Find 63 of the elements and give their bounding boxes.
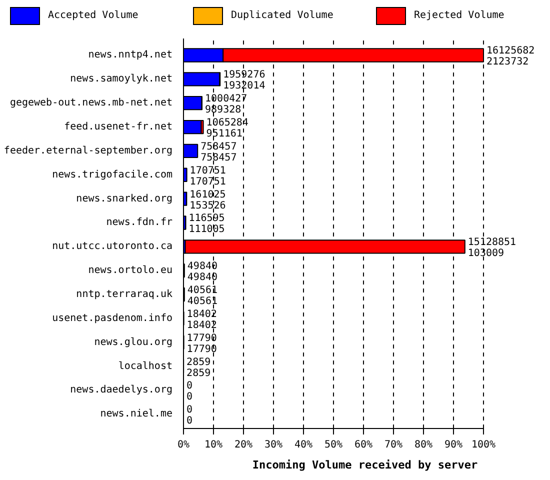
annotation: 17790 <box>186 332 217 344</box>
legend-label: Rejected Volume <box>414 8 504 23</box>
annotation: 989328 <box>205 104 242 116</box>
y-tick-label: news.niel.me <box>100 408 173 420</box>
y-tick-label: news.trigofacile.com <box>52 169 173 180</box>
legend-label: Duplicated Volume <box>231 8 334 23</box>
annotation: 0 <box>186 392 193 403</box>
x-axis-title: Incoming Volume received by server <box>252 458 478 472</box>
y-tick-label: usenet.pasdenom.info <box>52 312 173 324</box>
x-tick-label: 40% <box>294 440 313 450</box>
annotation: 1932014 <box>223 80 266 92</box>
annotation: 2859 <box>186 356 211 368</box>
annotation: 40561 <box>187 285 218 296</box>
annotation: 15128851 <box>468 237 516 248</box>
annotation: 1000427 <box>205 94 248 105</box>
annotation: 40561 <box>187 296 218 308</box>
x-tick-label: 10% <box>204 440 223 450</box>
annotation: 1959276 <box>223 70 266 81</box>
annotation: 18402 <box>186 320 217 331</box>
y-tick-label: nntp.terraraq.uk <box>76 289 172 300</box>
x-tick-label: 100% <box>471 440 496 450</box>
annotation: 170751 <box>190 165 226 176</box>
x-tick-label: 20% <box>234 440 253 450</box>
x-tick-label: 0% <box>177 440 190 450</box>
y-tick-label: nut.utcc.utoronto.ca <box>52 241 173 252</box>
annotation: 0 <box>186 380 193 392</box>
x-tick-label: 50% <box>324 440 343 450</box>
y-tick-label: localhost <box>118 360 173 372</box>
y-tick-label: news.samoylyk.net <box>70 74 173 85</box>
x-tick-label: 30% <box>264 440 283 450</box>
annotation: 161025 <box>190 189 226 200</box>
y-tick-label: news.daedelys.org <box>70 384 173 396</box>
y-tick-label: feed.usenet-fr.net <box>64 122 173 133</box>
annotation: 170751 <box>190 176 226 188</box>
annotation: 0 <box>186 404 193 416</box>
x-tick-label: 60% <box>354 440 373 450</box>
annotation: 17790 <box>186 344 217 355</box>
annotation: 1065284 <box>206 118 248 129</box>
annotation: 49840 <box>187 261 218 272</box>
y-tick-label: news.snarked.org <box>76 193 172 204</box>
annotation: 2123732 <box>486 56 529 68</box>
annotation: 116595 <box>188 213 225 224</box>
y-tick-label: news.ortolo.eu <box>88 265 173 276</box>
annotation: 153526 <box>190 200 226 212</box>
annotation: 2859 <box>186 368 211 379</box>
y-tick-label: news.glou.org <box>94 336 173 348</box>
annotation: 103009 <box>468 248 504 260</box>
legend-label: Accepted Volume <box>48 8 138 23</box>
x-tick-label: 80% <box>414 440 433 450</box>
annotation: 111005 <box>188 224 225 236</box>
x-tick-label: 90% <box>444 440 463 450</box>
y-tick-label: feeder.eternal-september.org <box>4 145 173 156</box>
annotation: 49840 <box>187 272 218 284</box>
y-tick-label: news.fdn.fr <box>106 217 173 228</box>
annotation: 0 <box>186 416 193 427</box>
x-tick-label: 70% <box>384 440 403 450</box>
y-tick-label: news.nntp4.net <box>88 50 173 61</box>
annotation: 951161 <box>206 128 242 140</box>
annotation: 18402 <box>186 308 217 320</box>
y-tick-label: gegeweb-out.news.mb-net.net <box>10 98 173 109</box>
annotation: 16125682 <box>486 46 535 57</box>
annotation: 758457 <box>200 152 237 164</box>
annotation: 758457 <box>200 141 237 152</box>
